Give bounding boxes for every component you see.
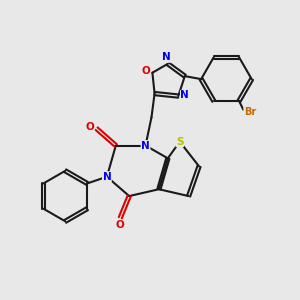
Text: N: N: [181, 91, 189, 100]
Text: N: N: [103, 172, 111, 182]
Text: O: O: [85, 122, 94, 132]
Text: S: S: [176, 137, 184, 147]
Text: O: O: [142, 66, 150, 76]
Text: N: N: [141, 140, 150, 151]
Text: O: O: [116, 220, 125, 230]
Text: N: N: [162, 52, 171, 62]
Text: Br: Br: [244, 107, 256, 117]
